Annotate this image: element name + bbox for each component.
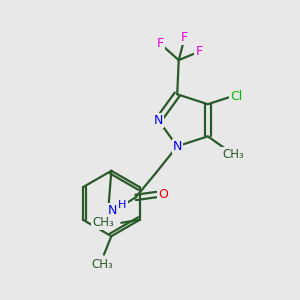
Text: F: F: [157, 37, 164, 50]
Text: F: F: [181, 31, 188, 44]
Text: N: N: [107, 204, 117, 217]
Text: Cl: Cl: [230, 90, 243, 103]
Text: CH₃: CH₃: [92, 258, 113, 271]
Text: H: H: [118, 200, 127, 210]
Text: CH₃: CH₃: [222, 148, 244, 161]
Text: CH₃: CH₃: [92, 216, 114, 229]
Text: O: O: [158, 188, 168, 201]
Text: N: N: [172, 140, 182, 153]
Text: F: F: [195, 45, 203, 58]
Text: N: N: [154, 114, 163, 127]
